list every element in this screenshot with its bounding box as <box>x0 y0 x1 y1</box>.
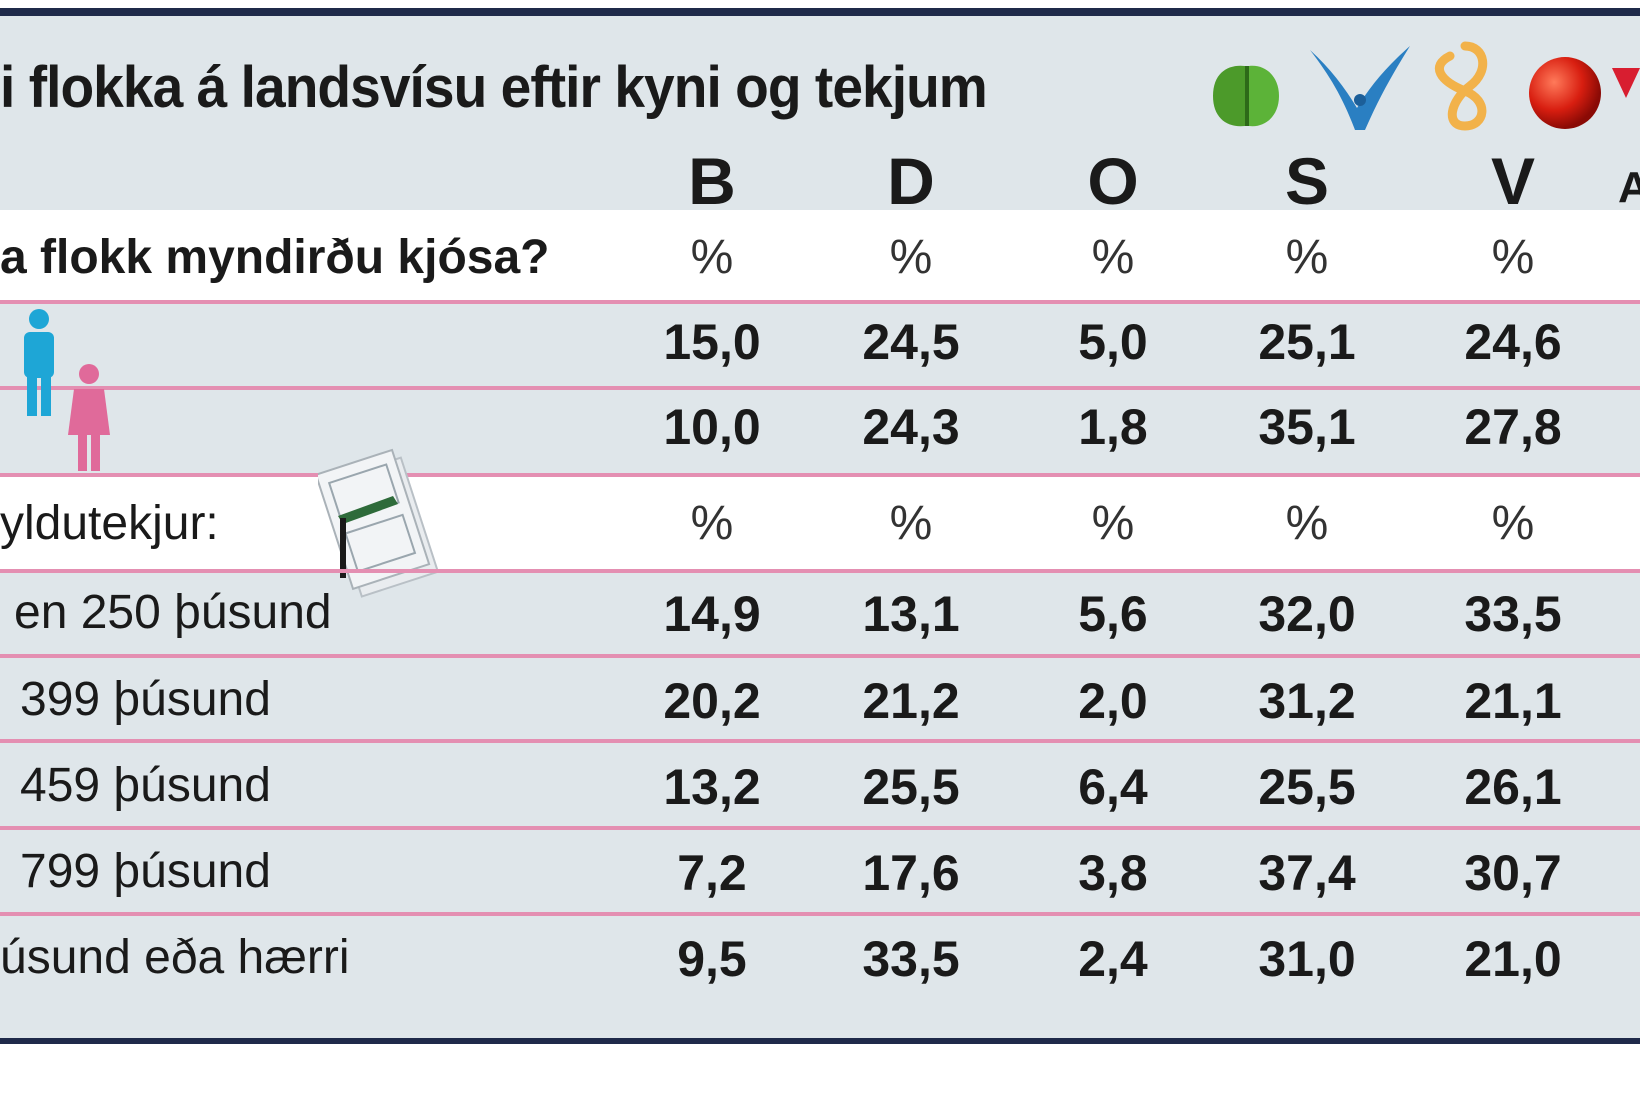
data-cell: 14,9 <box>663 586 761 642</box>
orange-knot-logo-icon <box>1434 41 1488 131</box>
unit-cell: % <box>1285 231 1329 284</box>
section-income-band <box>0 477 1640 569</box>
banknote-stack-icon <box>318 448 440 598</box>
row-divider <box>0 569 1640 573</box>
row-divider <box>0 473 1640 477</box>
data-cell: 7,2 <box>677 845 747 901</box>
data-cell: 24,5 <box>862 314 960 370</box>
male-figure-icon <box>24 309 54 416</box>
data-cell: 9,5 <box>677 931 747 987</box>
row-divider <box>0 739 1640 743</box>
blue-falcon-logo-icon <box>1310 46 1410 130</box>
row-divider <box>0 912 1640 916</box>
row-divider <box>0 386 1640 390</box>
unit-cell: % <box>1285 497 1329 550</box>
data-cell: 33,5 <box>1464 586 1562 642</box>
green-leaf-logo-icon <box>1213 65 1279 127</box>
data-cell: 25,1 <box>1258 314 1356 370</box>
column-header-o: O <box>1087 144 1139 218</box>
data-cell: 27,8 <box>1464 399 1562 455</box>
bottom-border <box>0 1038 1640 1044</box>
data-cell: 31,0 <box>1258 931 1356 987</box>
data-cell: 31,2 <box>1258 673 1356 729</box>
red-v-logo-icon <box>1612 68 1640 98</box>
chart-title: i flokka á landsvísu eftir kyni og tekju… <box>0 55 988 120</box>
section-income-label: yldutekjur: <box>0 497 219 550</box>
data-cell: 13,1 <box>862 586 960 642</box>
data-cell: 5,0 <box>1078 314 1148 370</box>
female-figure-icon <box>68 364 110 471</box>
data-cell: 6,4 <box>1078 759 1148 815</box>
row-label: 399 þúsund <box>20 673 271 726</box>
unit-cell: % <box>889 231 933 284</box>
red-rose-logo-icon <box>1529 57 1601 129</box>
row-label: úsund eða hærri <box>0 931 350 984</box>
data-cell: 26,1 <box>1464 759 1562 815</box>
data-cell: 25,5 <box>1258 759 1356 815</box>
row-label: 799 þúsund <box>20 845 271 898</box>
section-question-band <box>0 210 1640 300</box>
row-label: 459 þúsund <box>20 759 271 812</box>
unit-cell: % <box>1491 231 1535 284</box>
data-cell: 24,3 <box>862 399 960 455</box>
column-header-b: B <box>688 144 736 218</box>
data-cell: 1,8 <box>1078 399 1148 455</box>
unit-cell: % <box>1091 497 1135 550</box>
column-header-d: D <box>887 144 935 218</box>
section-question-label: a flokk myndirðu kjósa? <box>0 231 550 284</box>
row-label: en 250 þúsund <box>14 586 332 639</box>
data-cell: 30,7 <box>1464 845 1562 901</box>
data-cell: 10,0 <box>663 399 761 455</box>
row-divider <box>0 654 1640 658</box>
data-cell: 35,1 <box>1258 399 1356 455</box>
data-cell: 33,5 <box>862 931 960 987</box>
unit-cell: % <box>1091 231 1135 284</box>
data-cell: 15,0 <box>663 314 761 370</box>
data-cell: 21,0 <box>1464 931 1562 987</box>
unit-cell: % <box>1491 497 1535 550</box>
data-cell: 5,6 <box>1078 586 1148 642</box>
data-cell: 13,2 <box>663 759 761 815</box>
data-cell: 21,1 <box>1464 673 1562 729</box>
data-cell: 20,2 <box>663 673 761 729</box>
data-cell: 2,0 <box>1078 673 1148 729</box>
unit-cell: % <box>889 497 933 550</box>
data-cell: 37,4 <box>1258 845 1356 901</box>
top-border <box>0 8 1640 16</box>
row-divider <box>0 300 1640 304</box>
data-cell: 32,0 <box>1258 586 1356 642</box>
data-cell: 17,6 <box>862 845 960 901</box>
unit-cell: % <box>690 231 734 284</box>
data-cell: 3,8 <box>1078 845 1148 901</box>
data-cell: 25,5 <box>862 759 960 815</box>
chart-panel: i flokka á landsvísu eftir kyni og tekju… <box>0 8 1640 1044</box>
column-header-v: V <box>1490 144 1536 218</box>
row-divider <box>0 826 1640 830</box>
data-cell: 21,2 <box>862 673 960 729</box>
column-header-partial: A <box>1618 163 1640 212</box>
data-cell: 2,4 <box>1078 931 1148 987</box>
unit-cell: % <box>690 497 734 550</box>
column-header-s: S <box>1284 144 1330 218</box>
data-cell: 24,6 <box>1464 314 1562 370</box>
